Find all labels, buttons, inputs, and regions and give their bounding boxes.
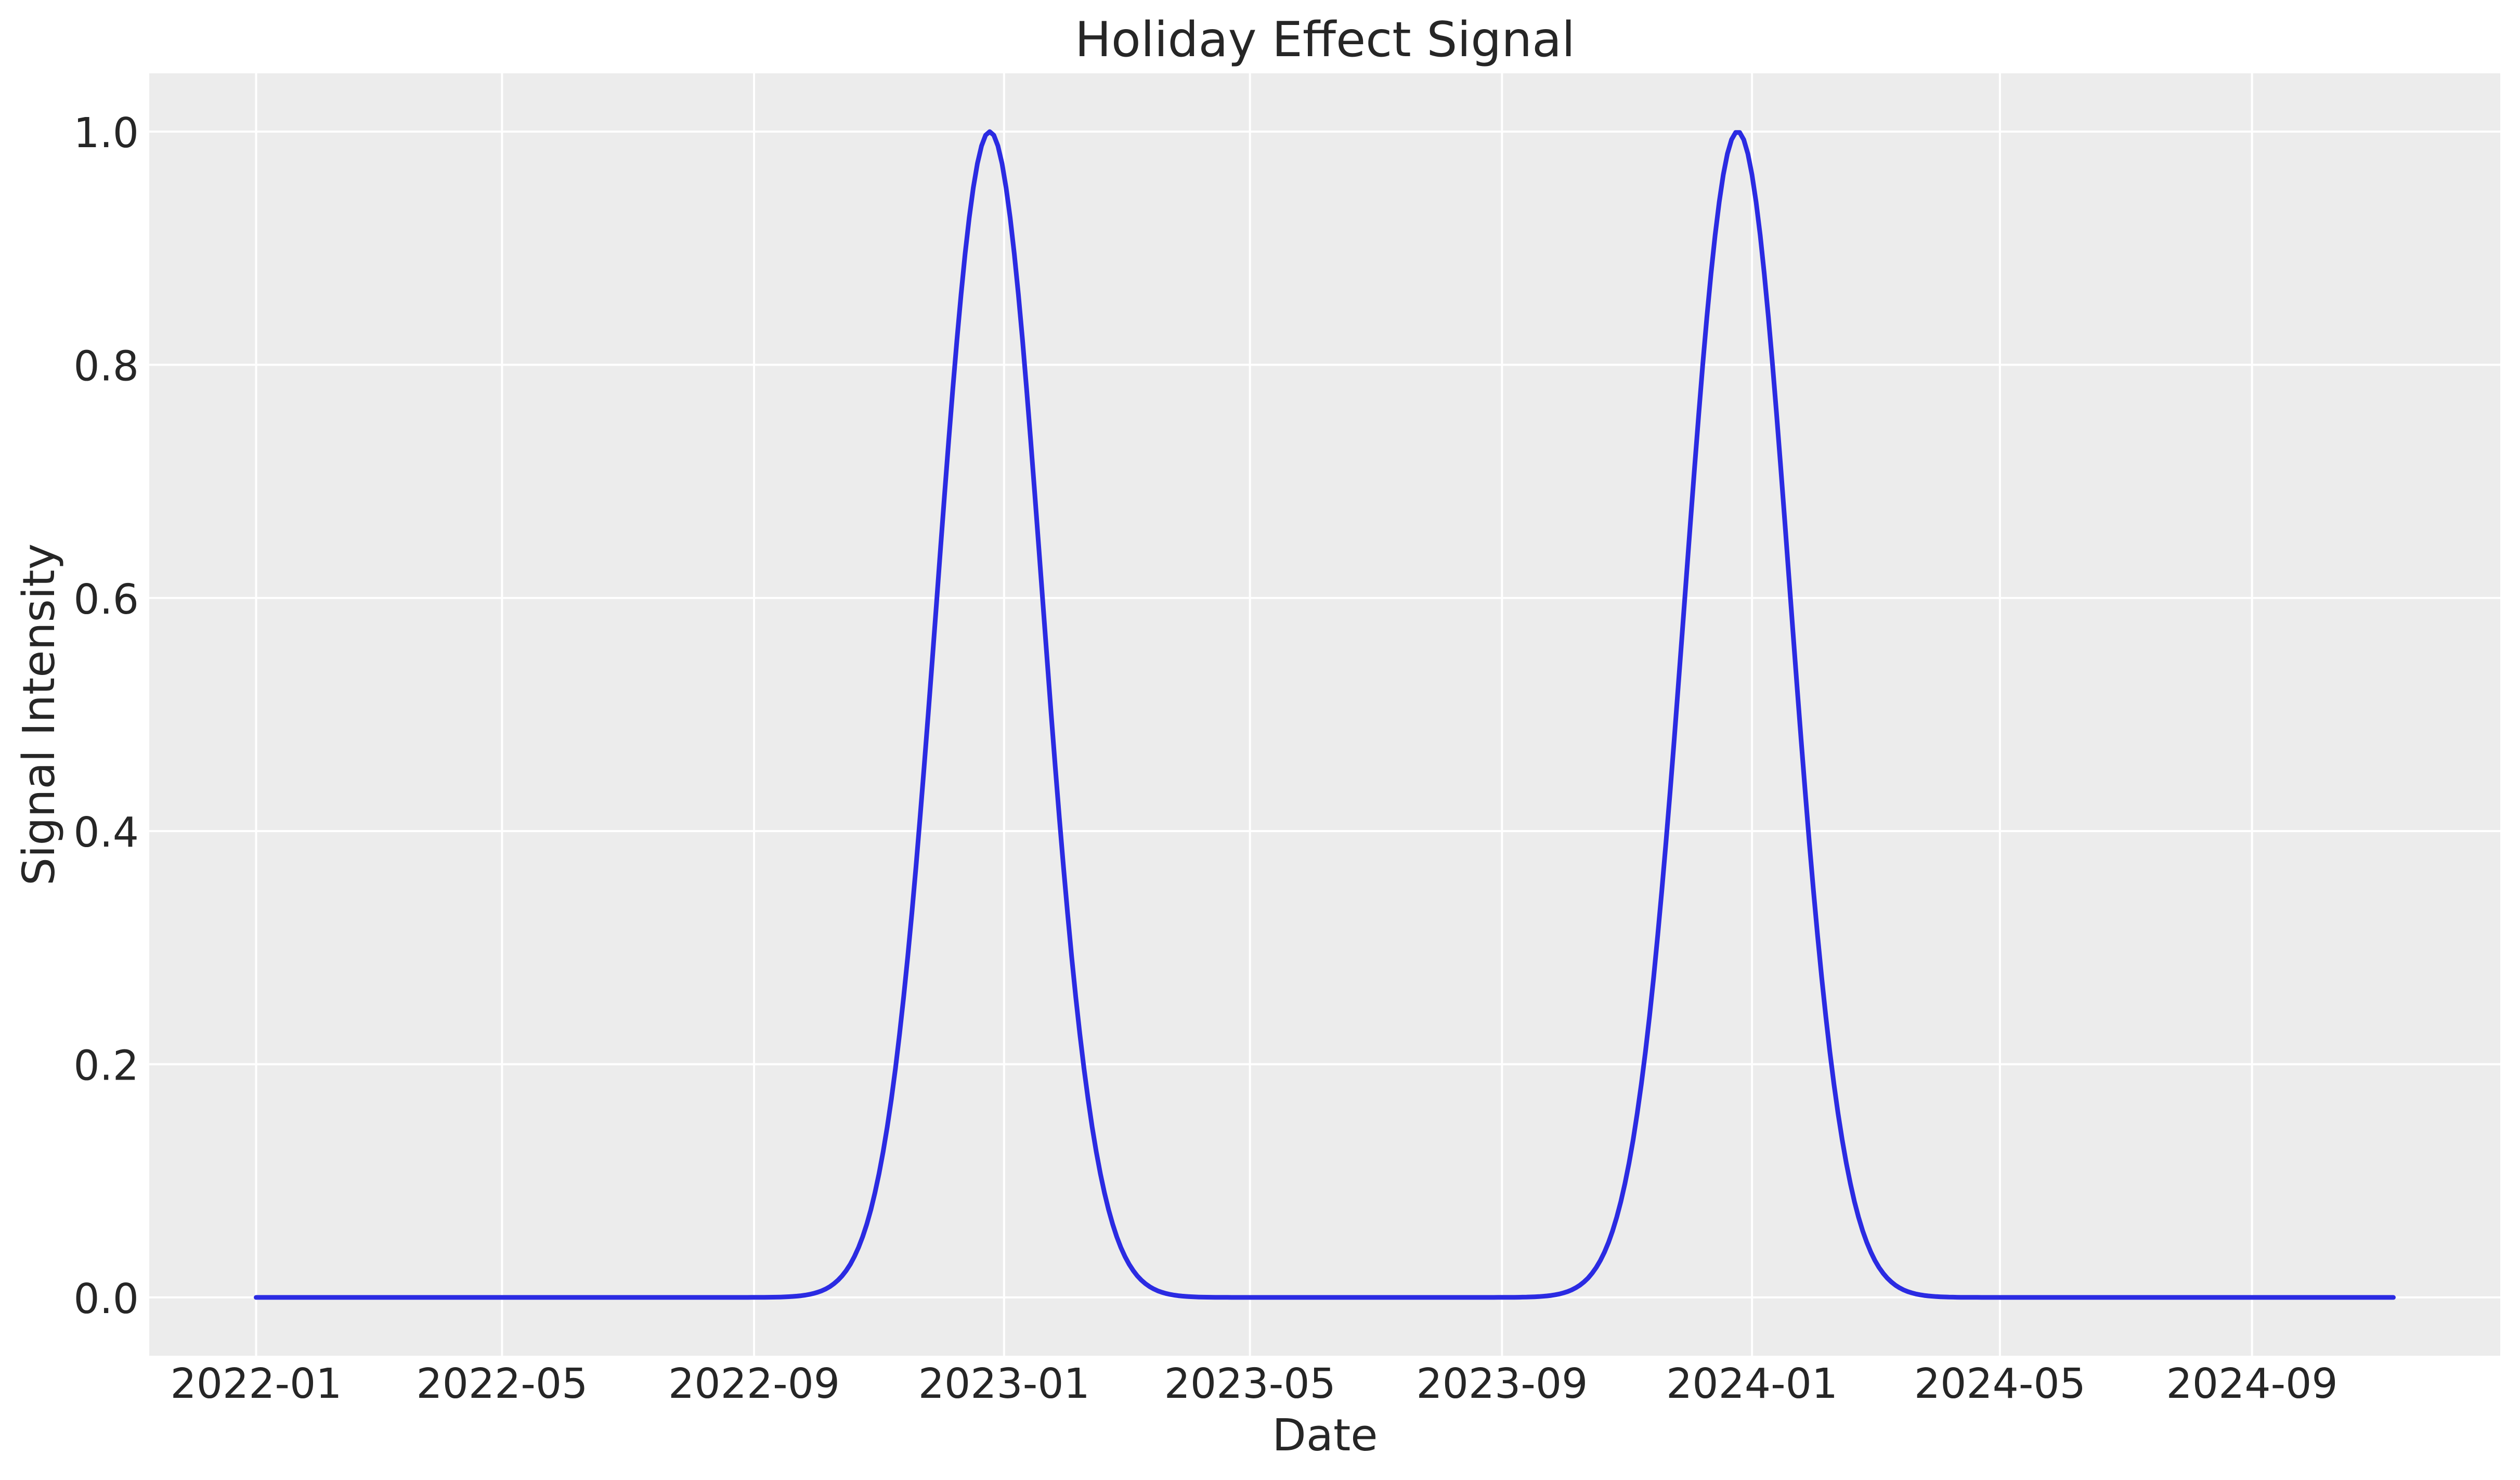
x-tick-label: 2024-05 (1914, 1360, 2086, 1408)
x-tick-label: 2023-01 (918, 1360, 1090, 1408)
y-tick-label: 0.2 (73, 1042, 139, 1090)
x-tick-label: 2023-09 (1416, 1360, 1588, 1408)
x-axis-label: Date (1272, 1410, 1378, 1461)
x-tick-label: 2022-01 (170, 1360, 342, 1408)
y-axis-tick-labels: 0.0 0.2 0.4 0.6 0.8 1.0 (73, 109, 139, 1323)
y-tick-label: 0.8 (73, 343, 139, 391)
x-tick-label: 2024-09 (2166, 1360, 2338, 1408)
x-tick-label: 2022-09 (668, 1360, 840, 1408)
y-tick-label: 0.0 (73, 1275, 139, 1323)
signal-line-series (254, 129, 2396, 1300)
y-tick-label: 0.6 (73, 576, 139, 624)
x-axis-tick-labels: 2022-01 2022-05 2022-09 2023-01 2023-05 2023-… (170, 1360, 2337, 1408)
chart-title: Holiday Effect Signal (1075, 11, 1575, 68)
y-tick-label: 0.4 (73, 809, 139, 856)
x-tick-label: 2024-01 (1666, 1360, 1838, 1408)
plot-area (149, 73, 2500, 1356)
x-tick-label: 2022-05 (416, 1360, 588, 1408)
y-axis-label: Signal Intensity (14, 543, 65, 886)
y-tick-label: 1.0 (73, 109, 139, 157)
x-tick-label: 2023-05 (1164, 1360, 1336, 1408)
